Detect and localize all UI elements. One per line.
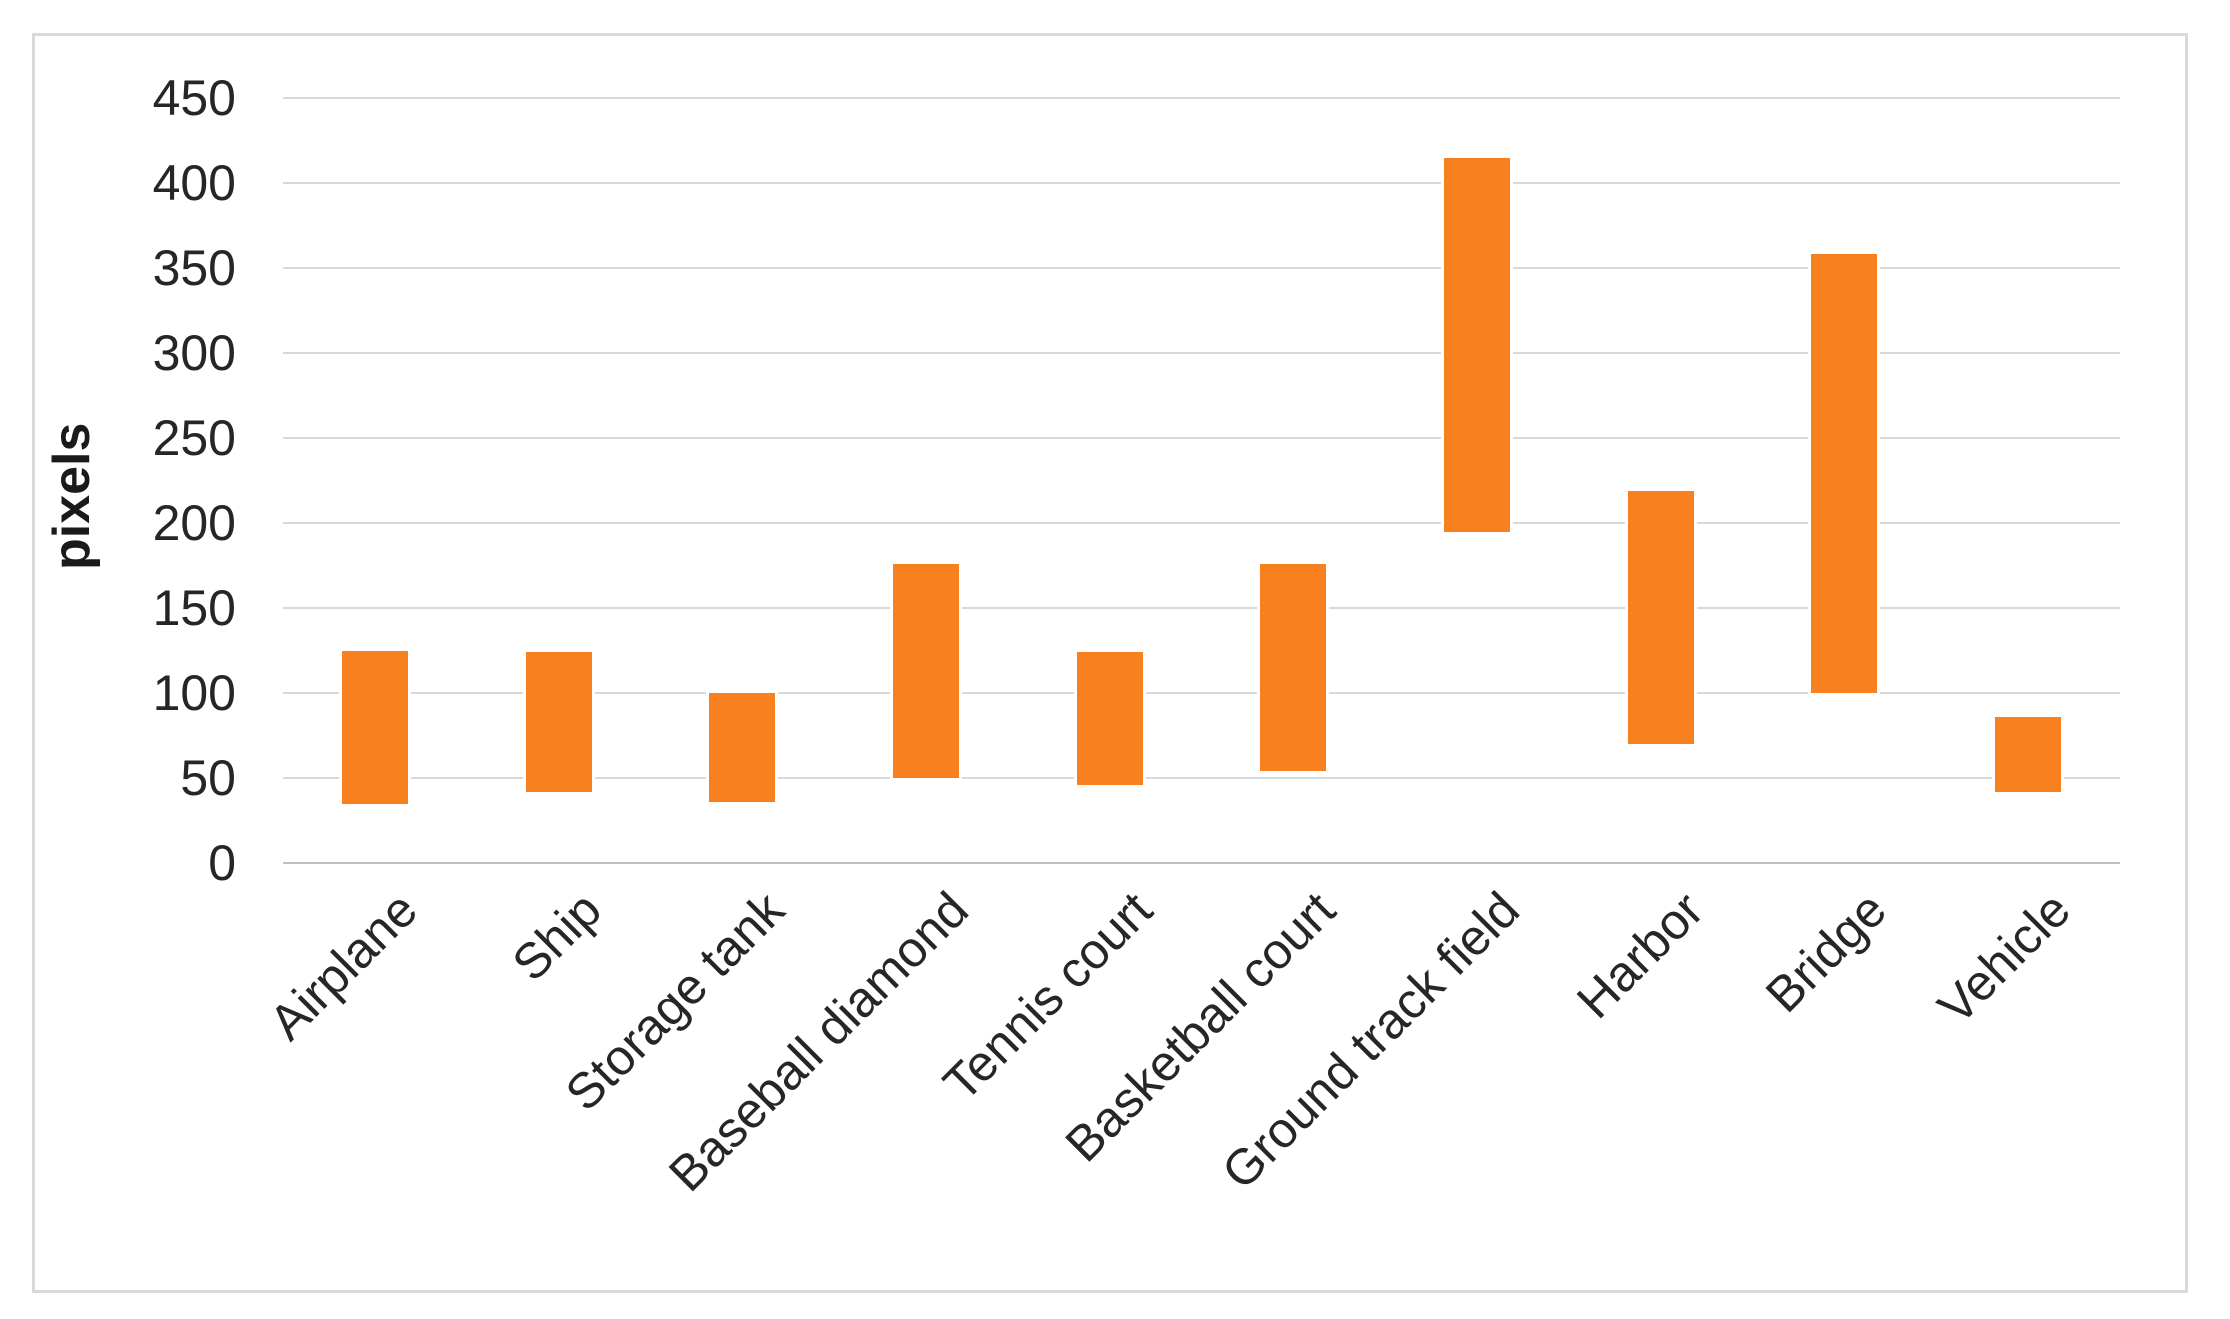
y-tick-label: 300 — [152, 325, 236, 381]
range-bar — [1441, 154, 1514, 535]
range-bar — [338, 647, 411, 807]
y-gridline — [283, 97, 2120, 99]
y-tick-label: 0 — [208, 835, 236, 891]
y-tick-label: 250 — [152, 410, 236, 466]
y-tick-label: 50 — [180, 750, 236, 806]
y-gridline — [283, 182, 2120, 184]
y-axis-title: pixels — [43, 422, 101, 570]
y-tick-label: 450 — [152, 70, 236, 126]
range-bar — [522, 649, 595, 795]
range-bar — [1624, 487, 1697, 747]
y-gridline — [283, 522, 2120, 524]
y-tick-label: 400 — [152, 155, 236, 211]
x-axis-line — [283, 862, 2120, 864]
range-bar — [1073, 649, 1146, 788]
range-bar — [1808, 251, 1881, 696]
y-gridline — [283, 692, 2120, 694]
y-tick-label: 200 — [152, 495, 236, 551]
y-tick-label: 100 — [152, 665, 236, 721]
y-tick-label: 150 — [152, 580, 236, 636]
y-gridline — [283, 607, 2120, 609]
y-gridline — [283, 352, 2120, 354]
range-bar — [1257, 560, 1330, 775]
y-gridline — [283, 437, 2120, 439]
range-bar — [1992, 713, 2065, 795]
range-bar — [889, 560, 962, 781]
y-tick-label: 350 — [152, 240, 236, 296]
y-gridline — [283, 267, 2120, 269]
range-bar — [706, 690, 779, 805]
y-gridline — [283, 777, 2120, 779]
